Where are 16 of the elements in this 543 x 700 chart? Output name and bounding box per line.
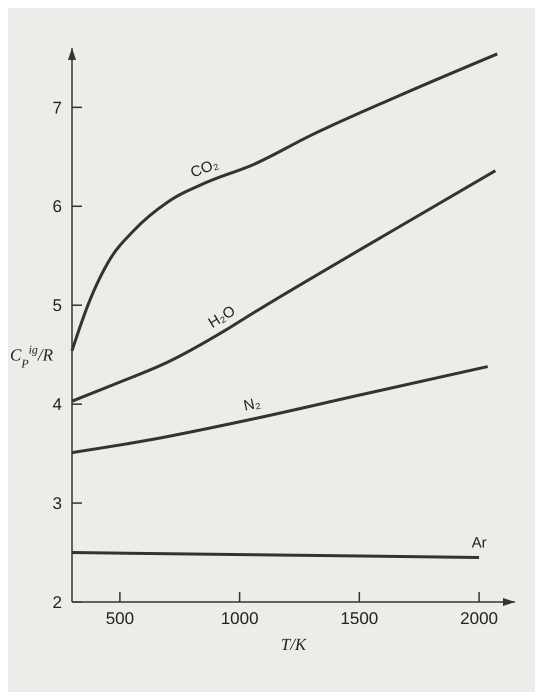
text: CO₂ bbox=[188, 155, 221, 182]
y-tick-label: 5 bbox=[52, 296, 62, 316]
y-tick-label: 4 bbox=[52, 395, 62, 414]
x-tick-label: 1500 bbox=[340, 609, 378, 628]
x-tick-label: 500 bbox=[106, 609, 134, 628]
y-tick-label: 6 bbox=[52, 197, 62, 216]
series-label: Ar bbox=[472, 534, 487, 552]
x-tick-label: 1000 bbox=[220, 609, 259, 628]
x-axis-title: T/K bbox=[280, 635, 308, 654]
text: N₂ bbox=[242, 394, 262, 415]
y-axis-title: C$_{P}$$^{ig}$/R bbox=[10, 342, 54, 371]
y-tick-label: 3 bbox=[52, 494, 62, 514]
text: H₂O bbox=[205, 302, 238, 332]
y-tick-label: 7 bbox=[52, 98, 62, 118]
y-tick-label: 2 bbox=[52, 592, 62, 612]
x-tick-label: 2000 bbox=[460, 609, 498, 628]
